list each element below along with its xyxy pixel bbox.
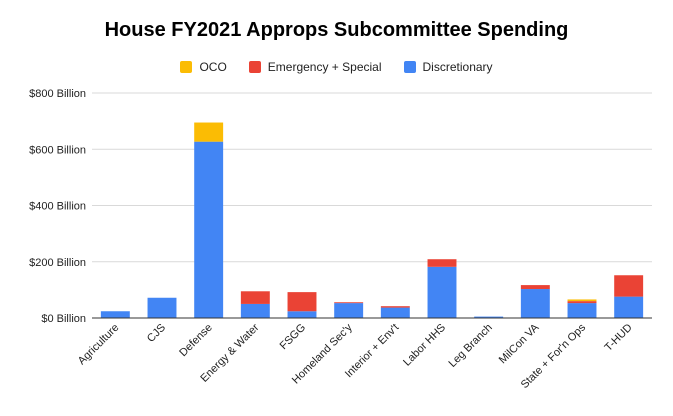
x-tick-label: Leg Branch	[447, 322, 495, 370]
x-tick-label: Defense	[177, 322, 214, 359]
bar-discretionary-cjs[interactable]	[147, 297, 177, 318]
chart-title: House FY2021 Approps Subcommittee Spendi…	[104, 19, 569, 41]
y-tick-label: $400 Billion	[29, 201, 86, 213]
bar-emergency-special-homeland-sec-y[interactable]	[334, 302, 364, 304]
chart-legend: OCO Emergency + Special Discretionary	[0, 58, 673, 76]
y-tick-label: $0 Billion	[41, 313, 86, 325]
legend-label-oco: OCO	[199, 60, 227, 74]
bar-emergency-special-t-hud[interactable]	[614, 275, 644, 297]
bar-emergency-special-labor-hhs[interactable]	[427, 259, 457, 267]
bar-discretionary-interior-env-t[interactable]	[380, 307, 410, 318]
bar-discretionary-labor-hhs[interactable]	[427, 266, 457, 318]
legend-label-emergency-special: Emergency + Special	[267, 60, 382, 74]
bar-emergency-special-fsgg[interactable]	[287, 292, 317, 312]
x-tick-label: Labor HHS	[401, 322, 448, 369]
legend-item-discretionary[interactable]: Discretionary	[403, 60, 493, 74]
bar-emergency-special-milcon-va[interactable]	[520, 285, 550, 290]
x-tick-label: FSGG	[278, 322, 309, 353]
bar-oco-defense[interactable]	[194, 122, 224, 142]
bar-discretionary-t-hud[interactable]	[614, 296, 644, 318]
x-tick-label: MilCon VA	[497, 321, 542, 366]
bar-emergency-special-interior-env-t[interactable]	[380, 306, 410, 308]
y-tick-label: $600 Billion	[29, 144, 86, 156]
legend-swatch-discretionary	[403, 61, 416, 73]
bar-discretionary-defense[interactable]	[194, 141, 224, 318]
bar-discretionary-homeland-sec-y[interactable]	[334, 303, 364, 318]
bar-discretionary-fsgg[interactable]	[287, 311, 317, 318]
bar-oco-state-for-n-ops[interactable]	[567, 299, 597, 302]
legend-item-oco[interactable]: OCO	[180, 60, 227, 74]
y-tick-label: $200 Billion	[29, 257, 86, 269]
x-tick-label: CJS	[145, 322, 168, 345]
legend-swatch-emergency-special	[248, 61, 261, 73]
bar-discretionary-milcon-va[interactable]	[520, 289, 550, 318]
bar-discretionary-agriculture[interactable]	[100, 311, 130, 318]
bar-discretionary-state-for-n-ops[interactable]	[567, 303, 597, 318]
x-tick-label: Agriculture	[76, 322, 122, 368]
bar-discretionary-energy-water[interactable]	[240, 303, 270, 318]
bar-emergency-special-energy-water[interactable]	[240, 291, 270, 304]
bar-emergency-special-state-for-n-ops[interactable]	[567, 301, 597, 304]
legend-item-emergency-special[interactable]: Emergency + Special	[248, 60, 382, 74]
y-tick-label: $800 Billion	[29, 88, 86, 100]
x-tick-label: T-HUD	[603, 322, 635, 354]
legend-label-discretionary: Discretionary	[422, 60, 493, 74]
bar-discretionary-leg-branch[interactable]	[474, 316, 504, 318]
legend-swatch-oco	[180, 61, 193, 73]
